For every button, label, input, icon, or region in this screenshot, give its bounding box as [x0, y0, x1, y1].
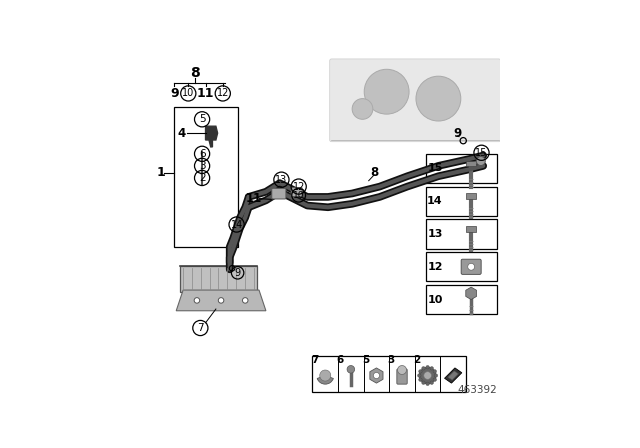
- Circle shape: [433, 370, 436, 373]
- Text: 12: 12: [216, 88, 229, 99]
- Text: 3: 3: [199, 161, 205, 171]
- FancyBboxPatch shape: [180, 266, 257, 292]
- Text: 6: 6: [337, 355, 344, 365]
- Polygon shape: [176, 290, 266, 311]
- FancyBboxPatch shape: [426, 285, 497, 314]
- FancyBboxPatch shape: [466, 226, 476, 232]
- Text: 1: 1: [156, 166, 165, 179]
- Circle shape: [433, 378, 436, 381]
- Text: 15: 15: [428, 164, 443, 173]
- Text: 4: 4: [177, 127, 186, 140]
- Text: 9: 9: [234, 268, 241, 278]
- Text: 463392: 463392: [458, 385, 497, 395]
- Text: 7: 7: [197, 323, 204, 333]
- Circle shape: [434, 374, 438, 377]
- Circle shape: [419, 367, 436, 384]
- Polygon shape: [448, 371, 458, 380]
- Text: 2: 2: [413, 355, 420, 365]
- Circle shape: [426, 366, 429, 369]
- FancyBboxPatch shape: [426, 186, 497, 216]
- Circle shape: [422, 366, 425, 370]
- Circle shape: [397, 366, 406, 375]
- Text: 13: 13: [428, 229, 443, 239]
- Polygon shape: [445, 368, 462, 383]
- Text: 14: 14: [230, 220, 243, 229]
- Text: 9: 9: [453, 127, 461, 140]
- FancyBboxPatch shape: [466, 193, 476, 199]
- Text: 2: 2: [199, 173, 205, 183]
- Polygon shape: [205, 126, 218, 147]
- Text: 9: 9: [170, 87, 179, 100]
- Text: 5: 5: [199, 114, 205, 124]
- Text: 15: 15: [476, 148, 488, 158]
- Circle shape: [364, 69, 409, 114]
- Circle shape: [424, 372, 431, 379]
- Circle shape: [243, 297, 248, 303]
- Text: 5: 5: [362, 355, 369, 365]
- Text: 8: 8: [370, 166, 378, 179]
- Text: 7: 7: [311, 355, 318, 365]
- FancyBboxPatch shape: [466, 160, 476, 166]
- Circle shape: [352, 99, 373, 119]
- Circle shape: [419, 378, 422, 381]
- FancyBboxPatch shape: [291, 188, 302, 197]
- Text: 8: 8: [190, 66, 200, 80]
- Text: 12: 12: [292, 181, 305, 192]
- FancyBboxPatch shape: [461, 259, 481, 274]
- Text: 6: 6: [199, 149, 205, 159]
- Text: 10: 10: [293, 191, 305, 200]
- Circle shape: [419, 370, 422, 373]
- FancyBboxPatch shape: [426, 220, 497, 249]
- Circle shape: [430, 381, 433, 384]
- FancyBboxPatch shape: [330, 59, 500, 142]
- Text: 10: 10: [428, 294, 443, 305]
- FancyBboxPatch shape: [175, 107, 238, 247]
- Circle shape: [418, 374, 421, 377]
- FancyBboxPatch shape: [426, 252, 497, 281]
- Circle shape: [426, 382, 429, 386]
- FancyBboxPatch shape: [397, 369, 407, 384]
- Text: 10: 10: [182, 88, 195, 99]
- Circle shape: [218, 297, 224, 303]
- Circle shape: [373, 372, 380, 379]
- Text: 11: 11: [246, 192, 262, 205]
- Text: 11: 11: [196, 87, 214, 100]
- Text: 13: 13: [275, 175, 287, 185]
- Circle shape: [430, 366, 433, 370]
- Circle shape: [347, 366, 355, 373]
- Circle shape: [468, 263, 475, 270]
- FancyBboxPatch shape: [272, 188, 286, 199]
- Text: 3: 3: [388, 355, 395, 365]
- FancyBboxPatch shape: [426, 154, 497, 183]
- Text: 12: 12: [427, 262, 443, 272]
- Circle shape: [476, 156, 485, 165]
- Circle shape: [194, 297, 200, 303]
- Wedge shape: [317, 375, 333, 384]
- Text: 14: 14: [427, 196, 443, 206]
- FancyBboxPatch shape: [312, 356, 466, 392]
- Circle shape: [422, 381, 425, 384]
- Circle shape: [416, 76, 461, 121]
- Wedge shape: [320, 370, 331, 381]
